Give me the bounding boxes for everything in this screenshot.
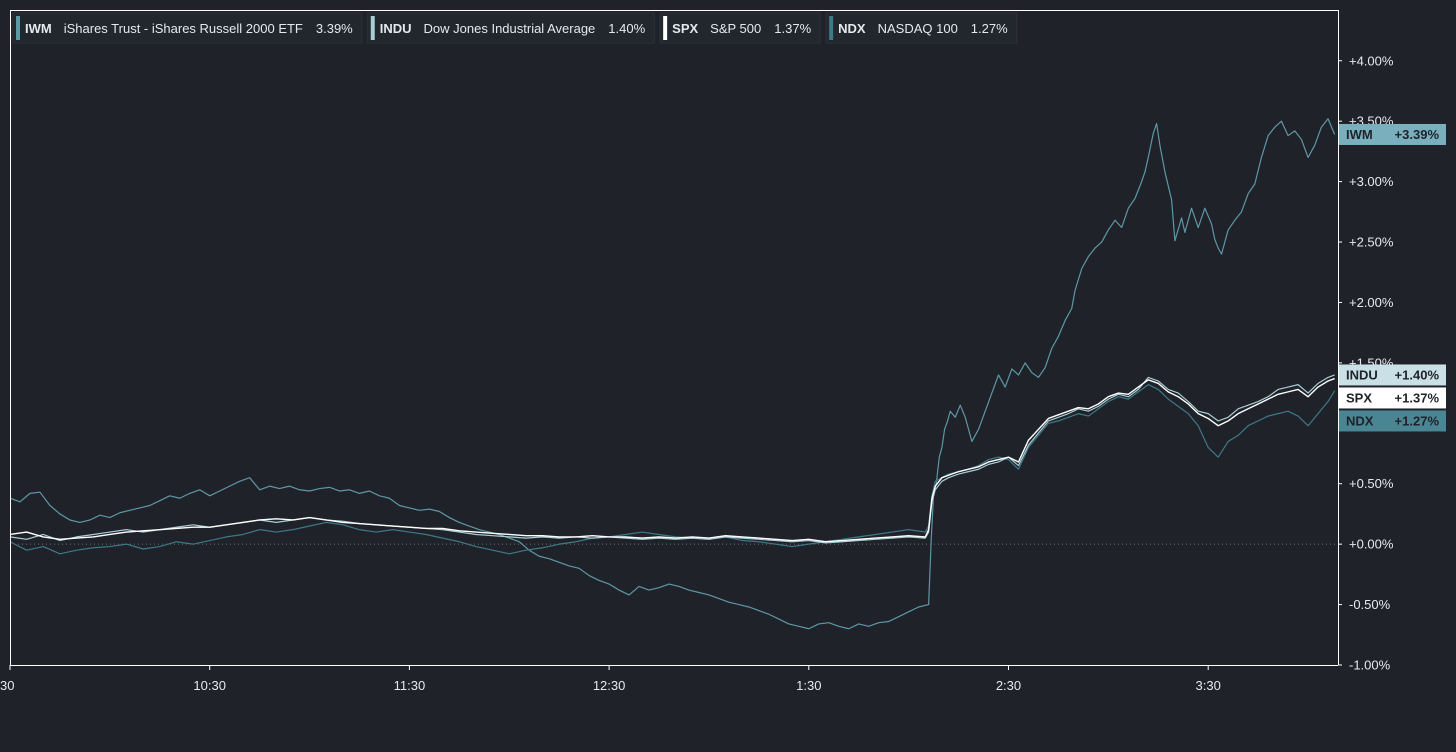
y-tick-label: +3.00% [1349, 174, 1394, 189]
legend-symbol: INDU [380, 21, 412, 36]
x-tick-label: 12:30 [593, 678, 626, 693]
y-tick-label: +2.50% [1349, 235, 1394, 250]
value-tag-spx: SPX +1.37% [1339, 387, 1446, 409]
y-tick-label: -1.00% [1349, 658, 1391, 673]
y-tick-label: -0.50% [1349, 597, 1391, 612]
series-line-iwm [9, 118, 1336, 630]
x-tick-label: 10:30 [193, 678, 226, 693]
legend-item-background [659, 12, 821, 44]
x-tick-label: 11:30 [394, 678, 426, 693]
legend-item-ndx[interactable]: NDX NASDAQ 100 1.27% [825, 12, 1018, 44]
plot-background [10, 10, 1338, 665]
legend-name: iShares Trust - iShares Russell 2000 ETF [64, 21, 303, 36]
legend-item-background [367, 12, 655, 44]
series-line-indu [9, 374, 1335, 544]
legend-color-swatch [663, 16, 668, 40]
legend-item-indu[interactable]: INDU Dow Jones Industrial Average 1.40% [367, 12, 655, 44]
legend-name: Dow Jones Industrial Average [424, 21, 596, 36]
x-tick-label: 30 [0, 678, 14, 693]
y-axis: +4.00%+3.50%+3.00%+2.50%+2.00%+1.50%+1.0… [1338, 53, 1394, 673]
value-tag-iwm: IWM +3.39% [1339, 123, 1446, 145]
legend: IWM iShares Trust - iShares Russell 2000 … [12, 12, 1018, 44]
y-tick-label: +0.50% [1349, 476, 1394, 491]
value-tag-indu: INDU +1.40% [1339, 364, 1446, 386]
legend-change: 1.40% [608, 21, 645, 36]
legend-item-background [12, 12, 363, 44]
series-layer [9, 118, 1336, 630]
legend-change: 1.27% [971, 21, 1008, 36]
legend-color-swatch [370, 16, 375, 40]
plot-frame [10, 10, 1339, 666]
legend-color-swatch [829, 16, 834, 40]
value-tag-symbol: IWM [1346, 127, 1373, 142]
value-tag-value: +3.39% [1395, 127, 1440, 142]
x-tick-label: 2:30 [996, 678, 1021, 693]
y-tick-label: +4.00% [1349, 53, 1394, 68]
legend-item-background [825, 12, 1018, 44]
value-tag-background [1339, 410, 1446, 432]
legend-symbol: IWM [25, 21, 52, 36]
value-tag-background [1339, 387, 1446, 409]
value-tag-value: +1.37% [1395, 390, 1440, 405]
legend-name: S&P 500 [710, 21, 761, 36]
value-tag-value: +1.27% [1395, 413, 1440, 428]
value-tag-background [1339, 123, 1446, 145]
value-tag-ndx: NDX +1.27% [1339, 410, 1446, 432]
y-tick-label: +0.00% [1349, 537, 1394, 552]
legend-item-spx[interactable]: SPX S&P 500 1.37% [659, 12, 821, 44]
y-tick-label: +2.00% [1349, 295, 1394, 310]
value-tag-value: +1.40% [1395, 367, 1440, 382]
x-tick-label: 1:30 [796, 678, 821, 693]
value-tag-symbol: INDU [1346, 367, 1378, 382]
legend-symbol: SPX [672, 21, 698, 36]
legend-color-swatch [16, 16, 20, 40]
series-line-spx [9, 377, 1335, 543]
last-value-tags: IWM +3.39% INDU +1.40% SPX +1.37% NDX +1.27% [1339, 123, 1446, 432]
value-tag-symbol: NDX [1346, 413, 1374, 428]
x-tick-label: 3:30 [1196, 678, 1221, 693]
legend-name: NASDAQ 100 [878, 21, 958, 36]
legend-change: 3.39% [316, 21, 353, 36]
value-tag-background [1339, 364, 1446, 386]
value-tag-symbol: SPX [1346, 390, 1372, 405]
x-axis: 30 10:30 11:30 12:30 1:30 2:30 3:30 [0, 665, 1221, 693]
legend-item-iwm[interactable]: IWM iShares Trust - iShares Russell 2000 … [12, 12, 363, 44]
legend-change: 1.37% [774, 21, 811, 36]
legend-symbol: NDX [838, 21, 866, 36]
